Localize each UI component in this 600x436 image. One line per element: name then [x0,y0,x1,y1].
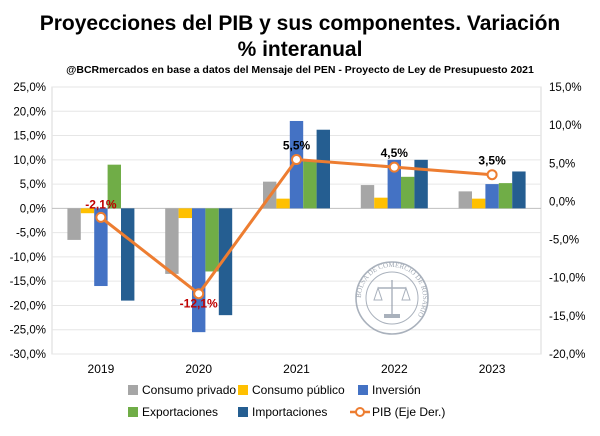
pib-point-2021 [291,154,302,165]
bar-exportaciones-2019 [107,164,121,209]
y-right-tick-label: -15,0% [549,311,585,323]
y-left-tick-label: -10,0% [10,252,46,264]
bar-inversi-n-2023 [485,184,499,209]
bar-consumo-privado-2022 [360,185,375,209]
y-right-tick-label: 15,0% [549,82,582,94]
legend-swatch-marker [355,407,365,417]
y-left-tick-label: 5,0% [20,179,46,191]
bar-consumo-p-blico-2021 [276,198,290,209]
y-left-tick-label: 10,0% [13,155,46,167]
x-tick-label: 2020 [185,362,212,376]
bar-importaciones-2023 [512,171,526,209]
bar-exportaciones-2022 [401,176,415,209]
legend-label: Inversión [372,383,421,397]
y-left-tick-label: -5,0% [16,228,46,240]
bar-consumo-p-blico-2023 [472,198,486,209]
pib-line: -2,1% -12,1% 5,5% 4,5% 3,5% [85,139,506,311]
bar-importaciones-2022 [414,159,428,209]
y-left-tick-label: 25,0% [13,82,46,94]
bars [67,120,526,333]
bar-consumo-p-blico-2022 [374,197,388,209]
y-left-tick-label: -25,0% [10,325,46,337]
pib-data-label-2019: -2,1% [85,197,117,211]
legend-swatch [358,385,368,395]
bar-exportaciones-2020 [205,208,219,272]
legend: Consumo privado Consumo público Inversión E… [128,383,445,419]
legend-label: PIB (Eje Der.) [372,405,445,419]
x-tick-label: 2021 [283,362,310,376]
pib-point-2023 [486,169,498,181]
bar-importaciones-2019 [121,208,135,301]
bar-exportaciones-2021 [303,159,317,209]
bar-consumo-privado-2023 [458,191,472,209]
pib-data-label-2022: 4,5% [381,146,409,160]
y-axis-left: 25,0% 20,0% 15,0% 10,0% 5,0% 0,0% -5,0% -10,0% -… [10,82,46,361]
bar-consumo-privado-2019 [67,208,81,240]
bar-consumo-p-blico-2019 [80,208,95,214]
bar-inversi-n-2020 [192,208,206,333]
y-left-tick-label: 15,0% [13,131,46,143]
x-tick-label: 2023 [479,362,506,376]
bar-consumo-privado-2020 [165,208,179,274]
y-right-tick-label: -10,0% [549,273,585,285]
bar-importaciones-2020 [218,208,233,316]
y-left-tick-label: 20,0% [13,106,46,118]
pib-point-2019 [95,211,107,223]
legend-label: Consumo privado [142,383,236,397]
x-axis: 2019 2020 2021 2022 2023 [88,362,506,376]
y-left-tick-label: -30,0% [10,349,46,361]
y-right-tick-label: 5,0% [549,158,575,170]
pib-point-2022 [388,161,400,173]
bar-inversi-n-2019 [94,208,108,287]
y-left-tick-label: -20,0% [10,300,46,312]
bar-inversi-n-2022 [387,159,401,209]
bar-exportaciones-2023 [498,183,513,209]
legend-label: Consumo público [252,383,345,397]
chart-title-line2: % interanual [238,38,363,61]
y-right-tick-label: -20,0% [549,349,585,361]
chart-title-line1: Proyecciones del PIB y sus componentes. … [40,12,561,35]
y-axis-right: 15,0% 10,0% 5,0% 0,0% -5,0% -10,0% -15,0% -20,0… [549,82,585,361]
y-left-tick-label: -15,0% [10,276,46,288]
legend-label: Importaciones [252,405,327,419]
chart-subtitle: @BCRmercados en base a datos del Mensaje… [66,64,534,76]
y-right-tick-label: 10,0% [549,120,582,132]
legend-swatch [238,385,248,395]
pib-data-label-2020: -12,1% [180,297,218,311]
y-right-tick-label: -5,0% [549,235,579,247]
y-right-tick-label: 0,0% [549,196,575,208]
bar-consumo-p-blico-2020 [178,208,192,219]
bar-importaciones-2021 [316,129,330,209]
y-left-tick-label: 0,0% [20,203,46,215]
x-tick-label: 2019 [88,362,115,376]
legend-label: Exportaciones [142,405,218,419]
pib-point-2020 [193,288,205,300]
legend-swatch [238,407,248,417]
pib-data-label-2023: 3,5% [478,154,506,168]
pib-data-label-2021: 5,5% [283,139,311,153]
legend-swatch [128,407,138,417]
legend-swatch [128,385,138,395]
x-tick-label: 2022 [381,362,408,376]
